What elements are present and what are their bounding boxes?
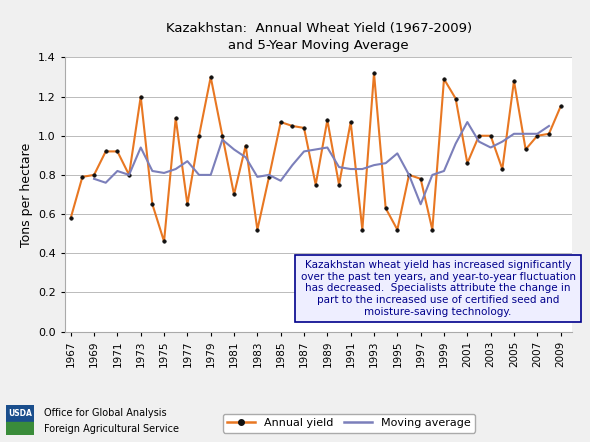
Text: Office for Global Analysis: Office for Global Analysis [44,408,167,418]
Bar [6,405,34,422]
Text: Kazakhstan wheat yield has increased significantly
over the past ten years, and : Kazakhstan wheat yield has increased sig… [301,260,576,316]
Text: Foreign Agricultural Service: Foreign Agricultural Service [44,424,179,434]
Title: Kazakhstan:  Annual Wheat Yield (1967-2009)
and 5-Year Moving Average: Kazakhstan: Annual Wheat Yield (1967-200… [166,22,471,52]
Y-axis label: Tons per hectare: Tons per hectare [19,142,32,247]
Legend: Annual yield, Moving average: Annual yield, Moving average [222,414,475,433]
Text: USDA: USDA [8,409,32,418]
Bar [6,422,34,435]
